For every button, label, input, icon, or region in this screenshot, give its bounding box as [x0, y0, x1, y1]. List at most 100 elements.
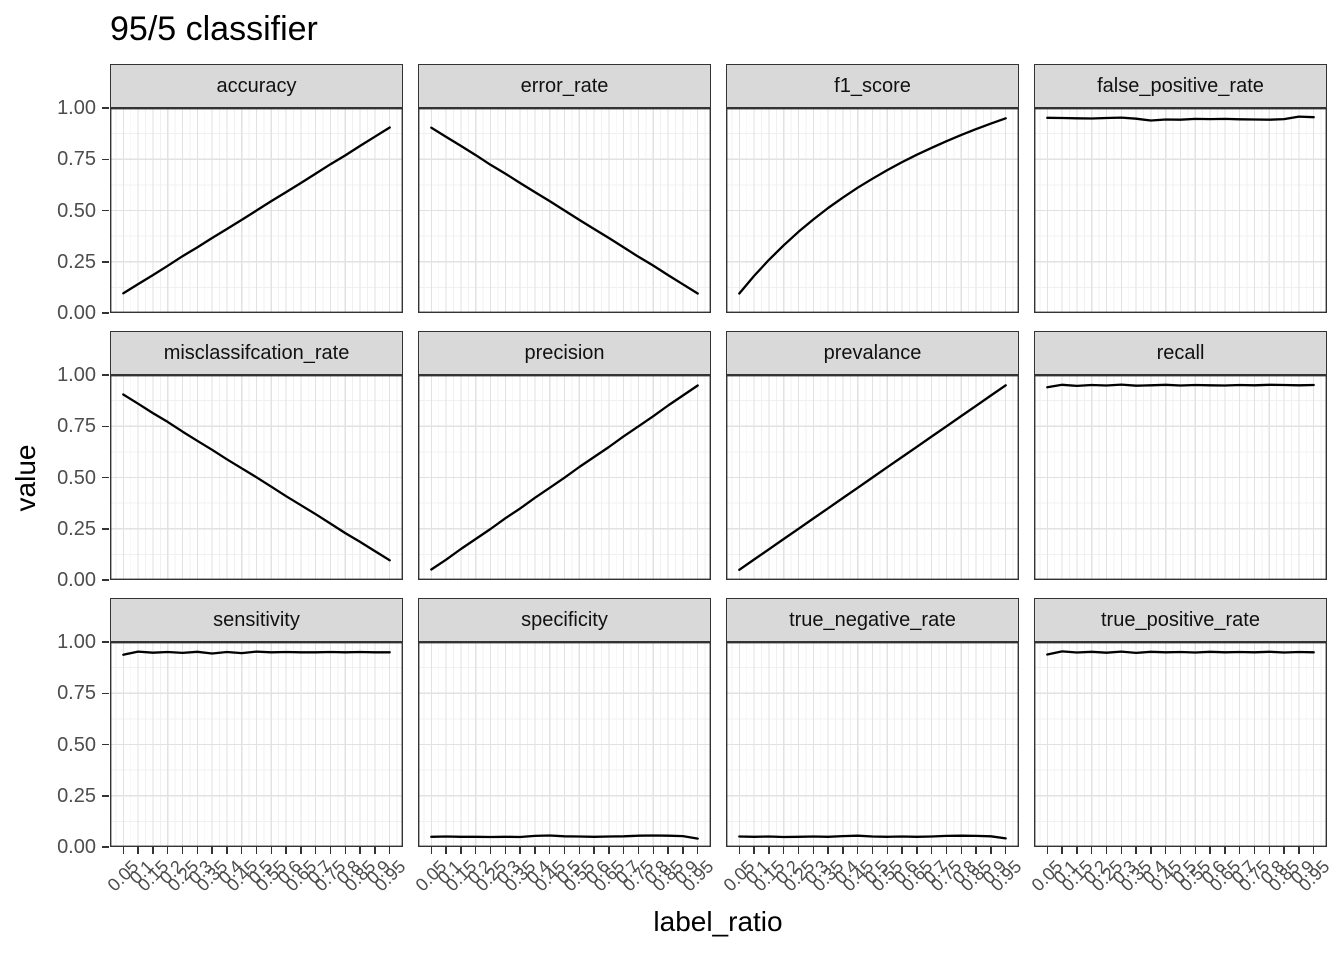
y-tick-mark: [102, 641, 109, 643]
x-tick-mark: [122, 847, 125, 854]
facet-strip-label: true_positive_rate: [1101, 608, 1260, 631]
x-tick-mark: [270, 847, 273, 854]
y-tick-label: 0.00: [57, 569, 96, 591]
y-tick-mark: [102, 743, 109, 746]
x-tick-mark: [196, 847, 199, 854]
y-tick-label: 0.75: [57, 148, 96, 171]
y-tick-mark: [102, 374, 109, 376]
y-tick-label: 1.00: [57, 97, 96, 119]
y-tick-label: 0.50: [57, 199, 96, 222]
facet-strip-specificity: specificity: [418, 598, 711, 642]
facet-strip-label: sensitivity: [213, 608, 300, 631]
y-tick-label: 0.75: [57, 415, 96, 438]
series-line-prevalance: [738, 384, 1007, 571]
x-tick-mark: [548, 847, 551, 854]
facet-strip-true_negative_rate: true_negative_rate: [726, 598, 1019, 642]
facet-strip-label: accuracy: [216, 74, 297, 97]
x-tick-mark: [667, 847, 669, 854]
x-tick-mark: [329, 847, 332, 854]
x-tick-mark: [1105, 847, 1108, 854]
x-tick-mark: [1150, 847, 1152, 854]
y-tick-label: 0.25: [57, 250, 96, 273]
x-tick-mark: [622, 847, 625, 854]
x-tick-mark: [1224, 847, 1226, 854]
x-tick-mark: [255, 847, 258, 854]
x-tick-mark: [1061, 847, 1063, 854]
x-tick-mark: [374, 847, 376, 854]
series-line-misclassifcation_rate: [122, 393, 391, 562]
x-tick-mark: [975, 847, 977, 854]
x-tick-mark: [504, 847, 507, 854]
facet-strip-prevalance: prevalance: [726, 331, 1019, 375]
x-tick-mark: [226, 847, 228, 854]
x-tick-mark: [300, 847, 302, 854]
series-line-true_negative_rate: [738, 834, 1007, 840]
facet-strip-label: true_negative_rate: [789, 608, 956, 631]
y-tick-mark: [102, 425, 109, 427]
series-line-accuracy: [122, 126, 391, 295]
panel-border: [1034, 108, 1327, 313]
series-line-recall: [1046, 383, 1315, 389]
series-line-false_positive_rate: [1046, 115, 1315, 122]
y-tick-mark: [102, 846, 109, 848]
x-tick-mark: [359, 847, 361, 854]
x-tick-mark: [1268, 847, 1271, 854]
x-tick-mark: [696, 847, 699, 854]
y-tick-mark: [102, 528, 109, 530]
series-line-f1_score: [738, 117, 1007, 295]
facet-panel-error_rate: [418, 108, 711, 313]
x-tick-mark: [856, 847, 859, 854]
facet-strip-precision: precision: [418, 331, 711, 375]
facet-strip-recall: recall: [1034, 331, 1327, 375]
x-tick-mark: [460, 847, 462, 854]
facet-strip-label: specificity: [521, 608, 608, 631]
facet-strip-accuracy: accuracy: [110, 64, 403, 108]
x-tick-mark: [137, 847, 139, 854]
x-tick-mark: [1004, 847, 1007, 854]
chart-title: 95/5 classifier: [110, 10, 318, 48]
x-tick-mark: [738, 847, 741, 854]
x-tick-mark: [489, 847, 492, 854]
x-tick-mark: [842, 847, 844, 854]
x-tick-mark: [152, 847, 154, 854]
x-tick-mark: [871, 847, 874, 854]
x-tick-mark: [637, 847, 640, 854]
x-tick-mark: [1238, 847, 1241, 854]
x-tick-mark: [1076, 847, 1078, 854]
facet-strip-true_positive_rate: true_positive_rate: [1034, 598, 1327, 642]
panel-border: [1034, 642, 1327, 847]
x-tick-mark: [1194, 847, 1197, 854]
facet-strip-label: false_positive_rate: [1097, 74, 1264, 97]
x-tick-mark: [519, 847, 521, 854]
panel-border: [418, 108, 711, 313]
y-tick-mark: [102, 107, 109, 109]
x-tick-mark: [534, 847, 536, 854]
y-tick-mark: [102, 795, 109, 797]
facet-strip-label: prevalance: [823, 341, 922, 364]
facet-panel-prevalance: [726, 375, 1019, 580]
panel-border: [726, 375, 1019, 580]
y-tick-mark: [102, 476, 109, 479]
series-line-precision: [430, 384, 699, 571]
facet-panel-specificity: [418, 642, 711, 847]
x-tick-mark: [930, 847, 933, 854]
x-tick-mark: [945, 847, 948, 854]
x-tick-mark: [990, 847, 992, 854]
facet-panel-true_negative_rate: [726, 642, 1019, 847]
x-tick-mark: [285, 847, 287, 854]
facet-panel-false_positive_rate: [1034, 108, 1327, 313]
x-tick-mark: [1164, 847, 1167, 854]
panel-border: [110, 108, 403, 313]
x-tick-mark: [1120, 847, 1123, 854]
facet-strip-f1_score: f1_score: [726, 64, 1019, 108]
series-line-true_positive_rate: [1046, 650, 1315, 656]
series-line-sensitivity: [122, 650, 391, 656]
x-tick-mark: [608, 847, 610, 854]
x-tick-mark: [1179, 847, 1182, 854]
x-tick-mark: [344, 847, 347, 854]
x-tick-mark: [960, 847, 963, 854]
x-tick-mark: [578, 847, 581, 854]
x-tick-mark: [827, 847, 829, 854]
y-tick-mark: [102, 209, 109, 212]
